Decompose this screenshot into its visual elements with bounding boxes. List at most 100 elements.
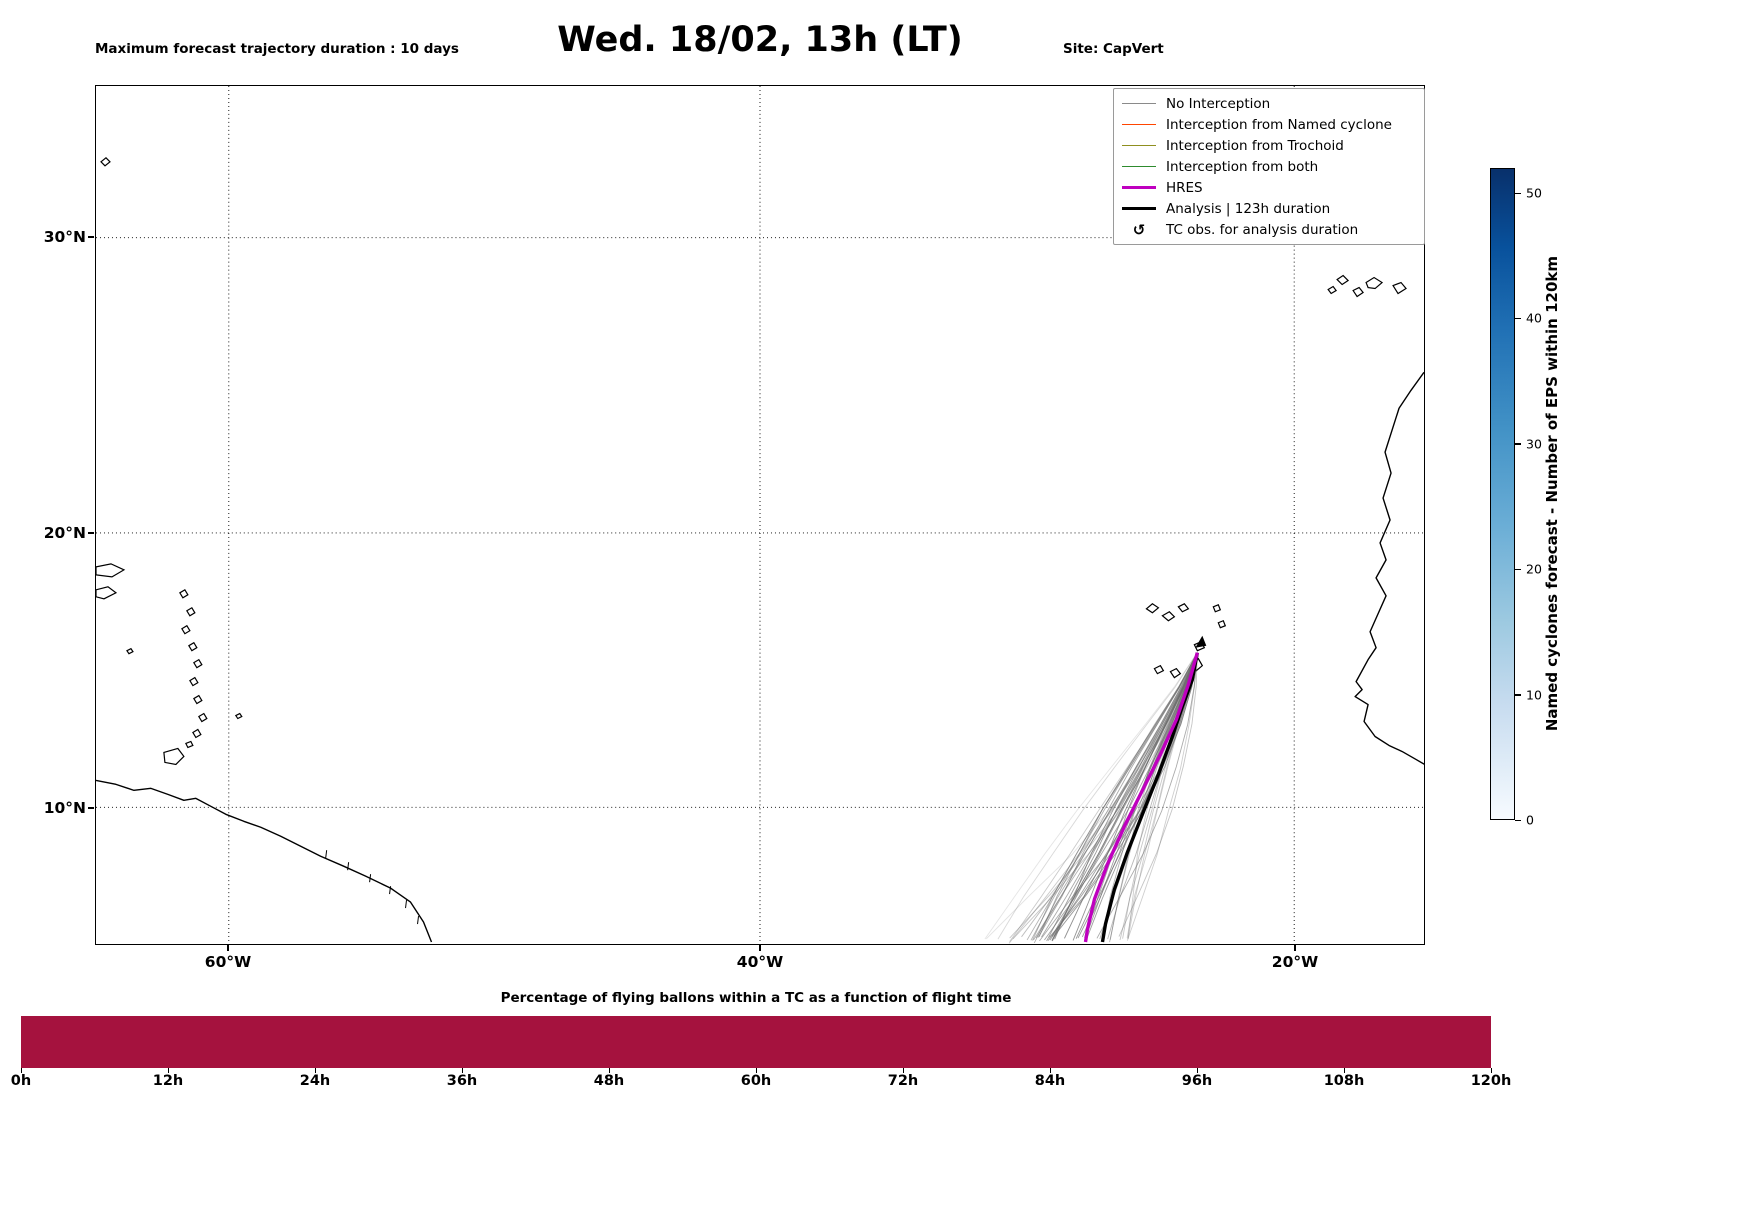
info-line: Site: CapVert — [1063, 41, 1164, 57]
colorbar-tick-label: 40 — [1526, 310, 1542, 326]
legend-line-sample — [1122, 186, 1156, 189]
coast-tick — [417, 916, 420, 925]
coast-tick — [347, 862, 350, 871]
info-line: Maximum forecast trajectory duration : 1… — [95, 41, 459, 57]
island — [193, 658, 203, 669]
island — [179, 589, 189, 599]
map-legend: No Interception Interception from Named c… — [1113, 88, 1425, 245]
legend-label: Interception from Named cyclone — [1166, 116, 1392, 133]
flight-time-tick-label: 108h — [1323, 1073, 1365, 1089]
coast-tick — [325, 850, 328, 859]
coast-tick — [405, 900, 408, 909]
map-canvas — [96, 86, 1424, 944]
island — [126, 647, 134, 655]
island — [1212, 604, 1222, 613]
legend-line-sample — [1122, 124, 1156, 125]
trajectory-start-marker — [1195, 635, 1207, 648]
figure-title: Wed. 18/02, 13h (LT) — [557, 20, 963, 60]
legend-line — [1122, 124, 1156, 125]
lat-tick-label: 20°N — [43, 524, 86, 542]
colorbar — [1490, 168, 1515, 820]
island — [96, 563, 126, 578]
legend-line — [1122, 145, 1156, 146]
legend-item: ↺ TC obs. for analysis duration — [1122, 219, 1416, 240]
legend-line — [1122, 207, 1156, 210]
eps-trajectory — [1047, 652, 1198, 941]
island — [1365, 276, 1384, 290]
eps-trajectory — [1118, 652, 1198, 937]
island — [1177, 603, 1190, 613]
island — [192, 728, 202, 739]
flight-time-tick-label: 120h — [1470, 1073, 1512, 1089]
flight-time-tick-mark — [902, 1068, 904, 1073]
eps-trajectory — [986, 652, 1198, 940]
lon-tick-mark — [227, 945, 229, 951]
island — [188, 641, 198, 652]
colorbar-tick-mark — [1515, 568, 1521, 571]
legend-label: Analysis | 123h duration — [1166, 200, 1331, 217]
island — [198, 712, 208, 723]
colorbar-tick-mark — [1515, 694, 1521, 696]
eps-trajectory — [984, 652, 1198, 940]
flight-time-tick-mark — [1490, 1068, 1492, 1073]
tc-obs-icon: ↺ — [1122, 221, 1156, 239]
island — [186, 606, 196, 617]
rotating-arrow-icon: ↺ — [1132, 220, 1146, 239]
flight-time-tick-mark — [755, 1068, 757, 1073]
flight-time-tick-mark — [1343, 1068, 1345, 1073]
legend-label: No Interception — [1166, 95, 1271, 112]
colorbar-tick-mark — [1515, 819, 1521, 821]
legend-item: Analysis | 123h duration — [1122, 198, 1416, 219]
colorbar-tick-label: 10 — [1526, 687, 1542, 703]
island — [1327, 285, 1338, 295]
coast-tick — [369, 874, 372, 883]
lon-tick-label: 60°W — [204, 953, 252, 971]
island — [1217, 619, 1227, 629]
island — [1336, 274, 1350, 286]
flight-time-tick-mark — [1196, 1068, 1198, 1073]
lon-tick-mark — [759, 945, 761, 951]
eps-trajectory — [1126, 652, 1198, 941]
colorbar-tick-label: 20 — [1526, 561, 1542, 577]
island — [181, 624, 191, 635]
flight-time-tick-label: 0h — [10, 1073, 32, 1089]
eps-trajectory — [1030, 652, 1198, 941]
bottom-chart-title: Percentage of flying ballons within a TC… — [500, 990, 1012, 1006]
flight-time-tick-label: 12h — [152, 1073, 184, 1089]
island — [1153, 664, 1165, 675]
bottom-chart-bar — [21, 1016, 1491, 1068]
flight-time-tick-label: 48h — [593, 1073, 625, 1089]
legend-item: Interception from Named cyclone — [1122, 114, 1416, 135]
eps-trajectory — [1009, 652, 1198, 942]
legend-line — [1122, 166, 1156, 167]
legend-label: Interception from both — [1166, 158, 1319, 175]
colorbar-tick-mark — [1515, 192, 1521, 195]
lat-tick-mark — [88, 236, 94, 238]
island — [234, 712, 243, 720]
lat-tick-mark — [88, 807, 94, 809]
colorbar-tick-mark — [1515, 317, 1521, 320]
flight-time-tick-mark — [461, 1068, 463, 1073]
eps-trajectory — [1109, 652, 1198, 943]
analysis-trajectory — [1100, 652, 1200, 943]
eps-trajectory — [1046, 652, 1198, 942]
flight-time-tick-label: 72h — [887, 1073, 919, 1089]
hres-trajectory — [1083, 652, 1199, 943]
island — [193, 694, 203, 705]
eps-trajectory — [1072, 652, 1198, 941]
island — [1352, 286, 1364, 298]
island — [1169, 667, 1182, 679]
island — [163, 747, 185, 766]
flight-time-tick-mark — [1049, 1068, 1051, 1073]
flight-time-tick-label: 36h — [446, 1073, 478, 1089]
legend-label: Interception from Trochoid — [1166, 137, 1344, 154]
eps-trajectory — [1012, 652, 1198, 940]
legend-item: Interception from both — [1122, 156, 1416, 177]
lat-tick-mark — [88, 532, 94, 534]
legend-label: HRES — [1166, 179, 1203, 196]
island — [1145, 603, 1160, 614]
flight-time-tick-label: 24h — [299, 1073, 331, 1089]
eps-trajectory — [1008, 652, 1198, 944]
eps-trajectory — [1032, 652, 1198, 941]
